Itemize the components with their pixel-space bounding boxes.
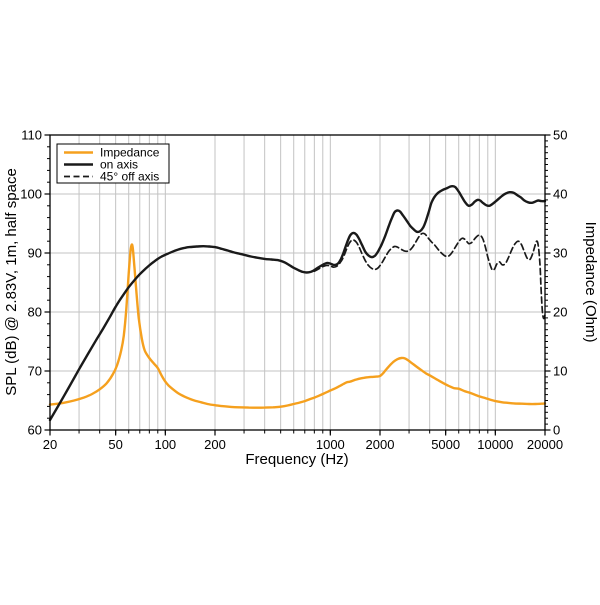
y-left-tick-label: 80: [28, 305, 42, 320]
y-right-tick-label: 20: [553, 305, 567, 320]
right-axis-title: Impedance (Ohm): [582, 222, 599, 343]
x-tick-label: 2000: [366, 437, 395, 452]
y-right-tick-label: 30: [553, 246, 567, 261]
x-tick-label: 20: [43, 437, 57, 452]
x-tick-label: 20000: [527, 437, 563, 452]
data-curves: [48, 184, 547, 422]
y-right-tick-label: 0: [553, 423, 560, 438]
legend: Impedance on axis 45° off axis: [56, 143, 170, 184]
gridlines: [50, 135, 546, 430]
left-axis-title: SPL (dB) @ 2.83V, 1m, half space: [3, 168, 20, 396]
curve-impedance: [48, 243, 547, 409]
x-tick-label: 100: [154, 437, 176, 452]
y-right-tick-label: 40: [553, 187, 567, 202]
y-left-tick-label: 70: [28, 364, 42, 379]
y-left-tick-label: 90: [28, 246, 42, 261]
y-right-tick-label: 10: [553, 364, 567, 379]
y-right-tick-label: 50: [553, 128, 567, 143]
plot-border: [49, 134, 546, 431]
x-axis-title: Frequency (Hz): [245, 451, 348, 468]
axis-tick-labels: 20 50 100 200 1000 2000 5000 10000 2000060708090…: [20, 128, 567, 453]
legend-impedance-label: Impedance: [100, 146, 160, 160]
curve-45-off-axis: [313, 232, 546, 320]
y-left-tick-label: 110: [21, 128, 42, 143]
x-tick-label: 10000: [477, 437, 513, 452]
legend-off-axis-label: 45° off axis: [100, 170, 159, 184]
x-tick-label: 5000: [431, 437, 460, 452]
x-tick-label: 50: [108, 437, 122, 452]
legend-on-axis-label: on axis: [100, 158, 138, 172]
y-left-tick-label: 60: [28, 423, 42, 438]
y-left-tick-label: 100: [20, 187, 42, 202]
x-tick-label: 1000: [316, 437, 345, 452]
curve-on-axis: [48, 184, 547, 422]
x-tick-label: 200: [204, 437, 226, 452]
